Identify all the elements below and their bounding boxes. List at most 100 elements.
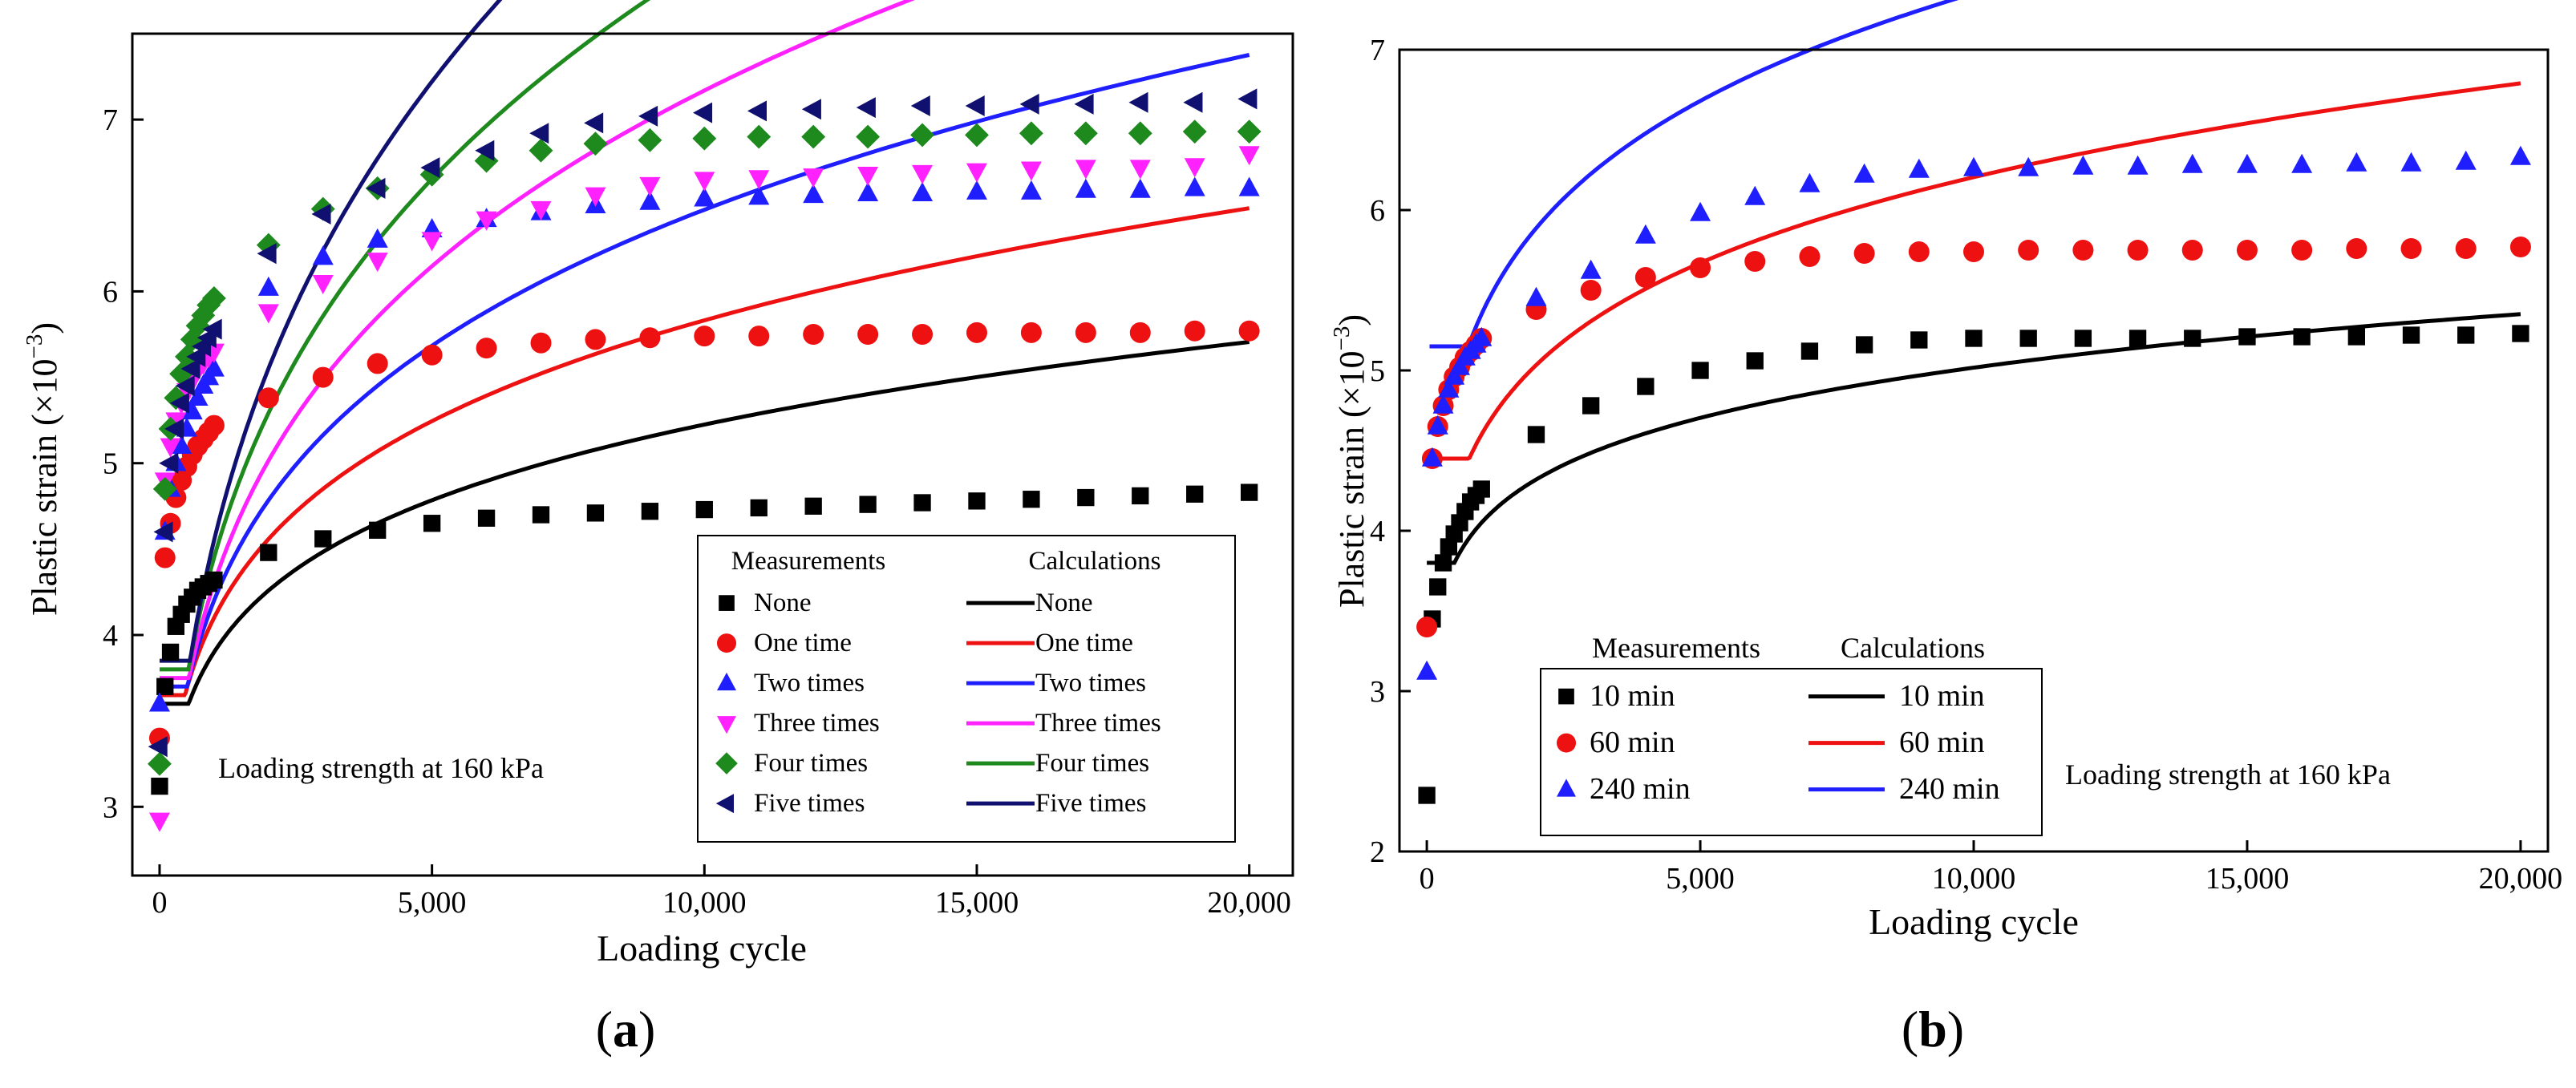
- data-point-a-none-21: [804, 497, 822, 515]
- data-point-b-10-min-20: [2019, 330, 2037, 347]
- data-point-b-240-min-26: [2346, 152, 2367, 172]
- y-tick-label-a-4: 7: [103, 103, 118, 137]
- data-point-a-one-time-12: [312, 366, 334, 388]
- chart-annotation-a: Loading strength at 160 kPa: [218, 752, 544, 784]
- data-point-b-240-min-16: [1799, 172, 1821, 192]
- data-point-b-60-min-28: [2455, 238, 2477, 259]
- data-point-b-240-min-21: [2072, 155, 2094, 175]
- chart-annotation-b: Loading strength at 160 kPa: [2065, 758, 2391, 791]
- data-point-a-five-times-1: [153, 521, 173, 543]
- data-point-b-60-min-15: [1744, 251, 1766, 272]
- data-point-a-four-times-29: [1237, 119, 1262, 144]
- legend-label-calculated-b-240-min: 240 min: [1899, 772, 2000, 806]
- legend-header-calculations-b: Calculations: [1841, 632, 1985, 664]
- data-point-b-60-min-27: [2400, 238, 2422, 259]
- data-point-a-five-times-27: [1128, 91, 1148, 113]
- calc-line-b-60-min: [1427, 81, 2521, 461]
- data-point-a-three-times-0: [148, 812, 170, 832]
- data-point-b-60-min-13: [1634, 267, 1656, 288]
- legend-box-b: [1540, 668, 2043, 836]
- data-point-b-10-min-4: [1440, 538, 1458, 556]
- data-point-a-three-times-27: [1129, 160, 1151, 180]
- data-point-a-three-times-19: [694, 172, 715, 192]
- data-point-b-240-min-20: [2018, 156, 2039, 176]
- panel-label-a: (a): [596, 1001, 656, 1058]
- data-point-b-60-min-23: [2181, 240, 2203, 261]
- data-point-a-three-times-26: [1075, 160, 1096, 180]
- data-point-a-one-time-27: [1129, 322, 1151, 343]
- data-point-b-10-min-29: [2512, 325, 2529, 342]
- y-tick-label-a-1: 4: [103, 619, 118, 653]
- data-point-a-five-times-29: [1237, 88, 1258, 110]
- data-point-a-five-times-2: [159, 452, 179, 474]
- y-tick-label-b-2: 4: [1370, 515, 1385, 548]
- y-tick-label-b-4: 6: [1370, 194, 1385, 228]
- calc-line-a-none: [160, 340, 1250, 706]
- data-point-b-10-min-14: [1691, 362, 1709, 379]
- data-point-b-240-min-13: [1634, 224, 1656, 244]
- data-point-a-one-time-17: [585, 329, 606, 350]
- data-point-a-five-times-14: [420, 157, 440, 179]
- x-tick-label-b-4: 20,000: [2479, 862, 2563, 896]
- data-point-a-five-times-22: [856, 97, 876, 119]
- data-point-b-10-min-15: [1746, 352, 1764, 370]
- data-point-b-240-min-0: [1416, 660, 1438, 680]
- data-point-a-five-times-0: [148, 736, 168, 758]
- data-point-a-five-times-12: [311, 204, 331, 224]
- data-point-b-60-min-14: [1690, 257, 1711, 278]
- data-point-a-five-times-24: [965, 95, 985, 116]
- x-axis-label-b: Loading cycle: [1869, 901, 2079, 942]
- data-point-a-three-times-18: [639, 176, 661, 196]
- data-point-a-four-times-16: [529, 138, 553, 163]
- data-point-a-three-times-14: [421, 232, 443, 252]
- data-point-a-one-time-18: [639, 327, 661, 349]
- legend-marker-a-three-times: [717, 716, 736, 734]
- data-point-a-one-time-11: [257, 387, 279, 409]
- calc-line-a-four-times: [160, 0, 651, 672]
- x-tick-label-b-1: 5,000: [1666, 862, 1735, 896]
- data-point-b-10-min-25: [2293, 328, 2311, 346]
- data-point-a-two-times-12: [312, 245, 334, 265]
- data-point-a-none-14: [423, 515, 441, 532]
- data-point-a-five-times-7: [186, 346, 206, 367]
- data-point-a-two-times-21: [803, 184, 824, 204]
- y-tick-label-b-0: 2: [1370, 835, 1385, 869]
- data-point-a-four-times-24: [965, 123, 989, 148]
- data-point-a-five-times-20: [747, 100, 767, 122]
- y-axis-label-a: Plastic strain (×10−3): [22, 322, 64, 616]
- data-point-a-four-times-25: [1019, 121, 1043, 146]
- data-point-a-four-times-26: [1073, 121, 1098, 146]
- data-point-a-two-times-29: [1238, 176, 1260, 196]
- data-point-a-three-times-20: [748, 170, 770, 190]
- data-point-a-three-times-13: [367, 253, 388, 273]
- legend-marker-a-none: [719, 595, 735, 611]
- legend-label-calculated-b-60-min: 60 min: [1899, 726, 1985, 759]
- calc-line-a-one-time: [160, 206, 1250, 698]
- data-point-b-240-min-15: [1744, 185, 1766, 205]
- data-point-b-60-min-18: [1908, 241, 1930, 262]
- legend-label-calculated-a-three-times: Three times: [1035, 709, 1161, 738]
- measurement-markers-b: [1416, 145, 2531, 804]
- legend-label-measured-a-none: None: [754, 588, 811, 617]
- data-point-a-one-time-23: [912, 324, 934, 345]
- data-point-a-two-times-25: [1020, 180, 1042, 200]
- data-point-a-one-time-20: [748, 326, 770, 347]
- data-point-a-five-times-5: [175, 375, 195, 397]
- data-point-a-none-24: [968, 492, 986, 510]
- data-point-a-four-times-10: [201, 286, 226, 310]
- data-point-a-none-1: [156, 677, 174, 695]
- data-point-a-two-times-4: [171, 434, 192, 455]
- legend-marker-a-one-time: [717, 633, 736, 653]
- data-point-a-one-time-22: [857, 324, 879, 345]
- data-point-b-240-min-24: [2236, 153, 2258, 173]
- data-point-b-60-min-0: [1416, 617, 1438, 637]
- data-point-a-two-times-11: [257, 276, 279, 296]
- measurement-markers-a: [148, 88, 1262, 832]
- legend-marker-b-10-min: [1558, 688, 1574, 705]
- panel-label-b: (b): [1902, 1001, 1964, 1058]
- data-point-b-60-min-20: [2018, 240, 2039, 261]
- data-point-b-10-min-3: [1434, 554, 1452, 572]
- data-point-a-two-times-6: [181, 400, 203, 420]
- data-point-a-two-times-22: [857, 181, 879, 202]
- data-point-b-10-min-13: [1637, 378, 1655, 395]
